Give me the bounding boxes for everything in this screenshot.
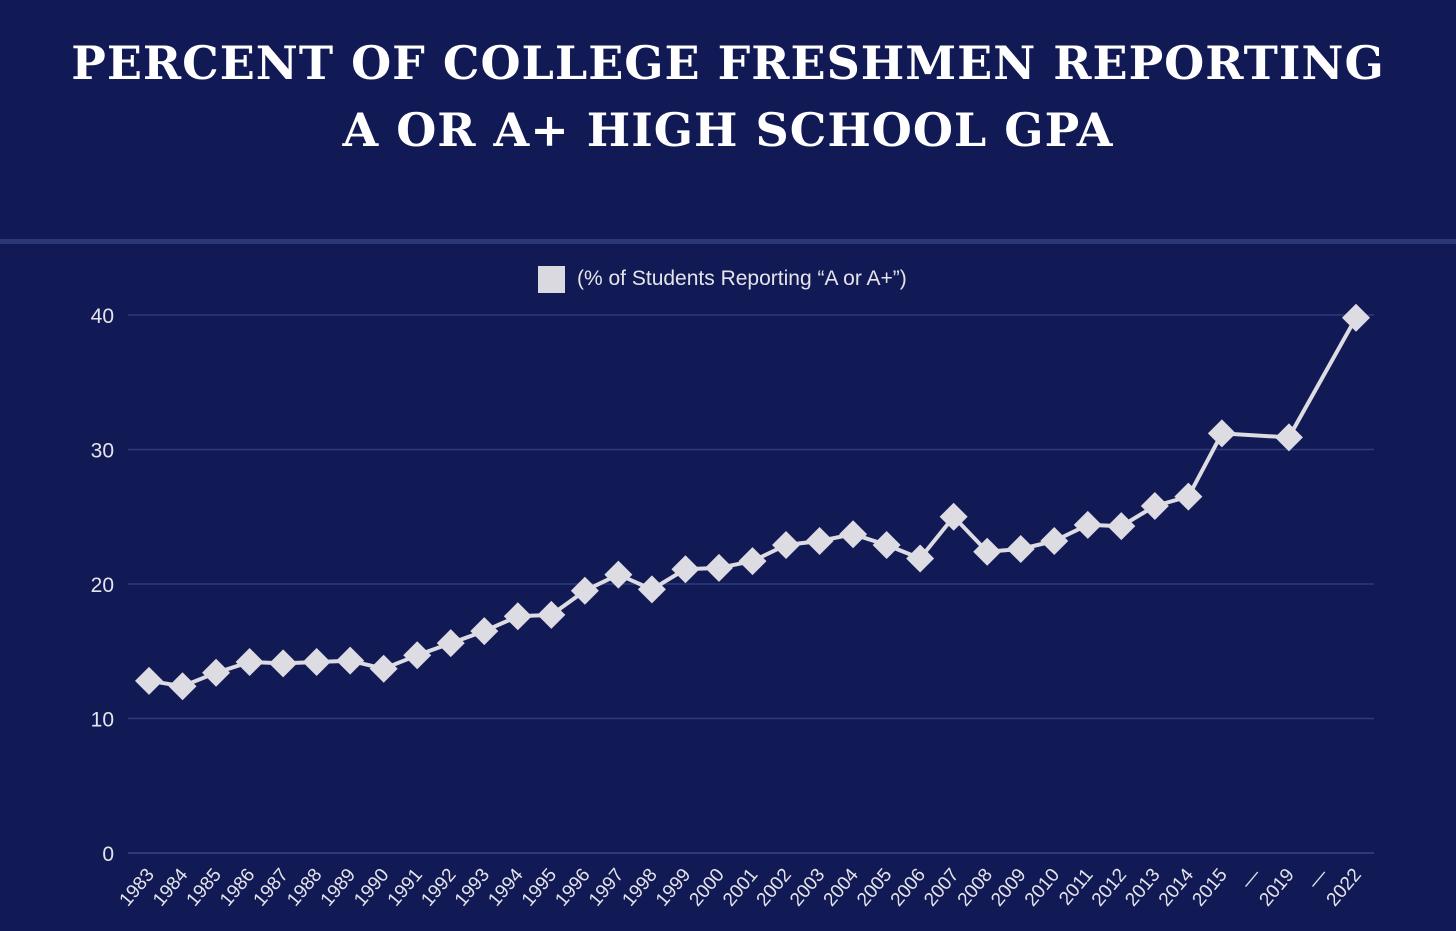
data-point-marker[interactable] [369, 654, 398, 683]
chart-legend[interactable]: (% of Students Reporting “A or A+”) [538, 264, 907, 294]
x-tick-label: 2002 [753, 865, 796, 911]
series-markers [135, 303, 1370, 701]
data-point-marker[interactable] [336, 646, 365, 675]
data-point-marker[interactable] [269, 649, 298, 678]
x-tick-label: 2003 [786, 865, 829, 911]
x-tick-label: 1989 [317, 865, 360, 911]
data-point-marker[interactable] [738, 547, 767, 576]
x-tick-label: 2006 [887, 865, 930, 911]
data-point-marker[interactable] [235, 648, 264, 677]
data-point-marker[interactable] [805, 526, 834, 555]
x-tick-label: — [1237, 865, 1265, 893]
x-tick-label: 2015 [1188, 865, 1231, 911]
x-tick-label: 1983 [116, 865, 159, 911]
data-point-marker[interactable] [772, 530, 801, 559]
x-tick-label: 1988 [283, 865, 326, 911]
x-tick-label: 2022 [1323, 865, 1366, 911]
data-point-marker[interactable] [906, 544, 935, 573]
x-tick-label: 1984 [149, 864, 193, 910]
x-tick-label: 2008 [954, 865, 997, 911]
x-tick-label: 1999 [652, 865, 695, 911]
data-point-marker[interactable] [302, 648, 331, 677]
data-point-marker[interactable] [939, 502, 968, 531]
series-line [148, 316, 1358, 689]
x-tick-label: 2019 [1256, 865, 1299, 911]
data-point-marker[interactable] [872, 530, 901, 559]
x-tick-label: 1992 [417, 865, 460, 911]
data-point-marker[interactable] [1140, 491, 1169, 520]
data-point-marker[interactable] [403, 641, 432, 670]
y-tick-label: 40 [91, 305, 114, 328]
x-tick-label: 2009 [987, 865, 1030, 911]
data-point-marker[interactable] [1040, 526, 1069, 555]
y-tick-label: 30 [91, 440, 114, 463]
data-point-marker[interactable] [1006, 535, 1035, 564]
data-point-marker[interactable] [1107, 512, 1136, 541]
x-tick-label: 2005 [853, 865, 896, 911]
data-point-marker[interactable] [704, 553, 733, 582]
data-point-marker[interactable] [503, 602, 532, 631]
x-tick-label: 1995 [518, 865, 561, 911]
x-tick-label: 2001 [719, 865, 762, 911]
data-point-marker[interactable] [1274, 423, 1303, 452]
legend-swatch [538, 265, 565, 293]
series-line-layer [148, 316, 1358, 689]
x-tick-label: 1987 [250, 865, 293, 911]
data-point-marker[interactable] [1073, 510, 1102, 539]
data-point-marker[interactable] [570, 576, 599, 605]
x-tick-label: 1990 [350, 865, 393, 911]
x-tick-label: 2010 [1021, 865, 1064, 911]
x-axis-tick-labels: 1983198419851986198719881989199019911992… [116, 864, 1366, 910]
x-tick-label: 2013 [1121, 865, 1164, 911]
y-tick-label: 10 [91, 709, 114, 732]
y-axis-tick-labels: 0 10 20 30 40 [91, 305, 114, 866]
x-tick-label: 1997 [585, 865, 628, 911]
x-tick-label: 2012 [1088, 865, 1131, 911]
header-divider [0, 239, 1456, 244]
data-point-marker[interactable] [168, 672, 197, 701]
x-tick-label: 1996 [551, 865, 594, 911]
data-point-marker[interactable] [604, 560, 633, 589]
y-tick-label: 0 [102, 843, 114, 866]
x-tick-label: — [1304, 865, 1332, 893]
x-tick-label: 2000 [686, 865, 729, 911]
y-tick-label: 20 [91, 574, 114, 597]
x-tick-label: 2014 [1155, 864, 1199, 910]
data-point-marker[interactable] [973, 537, 1002, 566]
data-point-marker[interactable] [637, 575, 666, 604]
x-tick-label: 1998 [618, 865, 661, 911]
x-tick-label: 1985 [183, 865, 226, 911]
legend-label: (% of Students Reporting “A or A+”) [577, 267, 907, 290]
data-point-marker[interactable] [202, 658, 231, 687]
data-point-marker[interactable] [1342, 303, 1370, 332]
chart-title: PERCENT OF COLLEGE FRESHMEN REPORTING A … [0, 30, 1456, 164]
data-point-marker[interactable] [436, 629, 465, 658]
gridlines [128, 314, 1374, 854]
data-point-marker[interactable] [537, 600, 566, 629]
data-point-marker[interactable] [1174, 482, 1203, 511]
data-point-marker[interactable] [839, 520, 868, 549]
x-tick-label: 2011 [1055, 865, 1097, 910]
chart-title-line-1: PERCENT OF COLLEGE FRESHMEN REPORTING [71, 36, 1385, 90]
data-point-marker[interactable] [1207, 419, 1236, 448]
data-point-marker[interactable] [135, 666, 163, 695]
x-tick-label: 1986 [216, 865, 259, 911]
data-point-marker[interactable] [470, 617, 499, 646]
x-tick-label: 1994 [484, 864, 528, 910]
data-point-marker[interactable] [671, 555, 700, 584]
chart-title-line-2: A OR A+ HIGH SCHOOL GPA [342, 103, 1114, 157]
x-tick-label: 1993 [451, 865, 494, 911]
x-tick-label: 1991 [384, 865, 427, 911]
x-tick-label: 2007 [920, 865, 963, 911]
x-tick-label: 2004 [820, 864, 864, 910]
